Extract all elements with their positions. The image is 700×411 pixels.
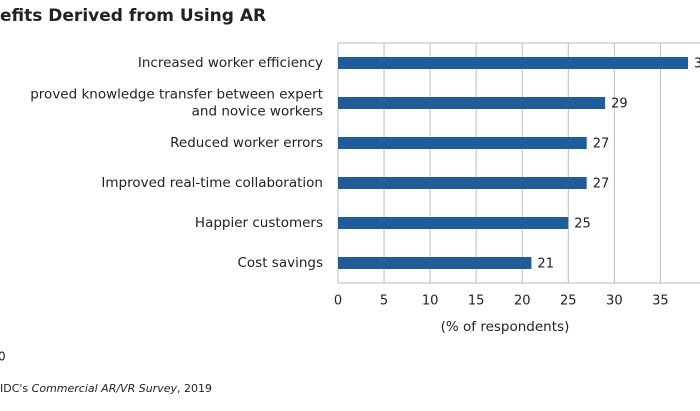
footnote: 0 [0,350,6,364]
x-tick-label: 15 [468,294,485,309]
x-axis-label: (% of respondents) [441,319,570,335]
value-label: 29 [611,97,628,112]
x-tick-label: 0 [334,294,342,309]
bar [338,57,689,69]
x-tick-label: 20 [514,294,531,309]
y-tick-label: Improved real-time collaboration [101,175,323,191]
y-tick-label: proved knowledge transfer between expert [30,87,323,103]
value-label: 21 [537,257,554,272]
x-tick-label: 30 [606,294,623,309]
y-tick-label: Cost savings [237,255,323,271]
plot-frame [337,42,700,284]
value-label: 25 [574,217,591,232]
y-tick-label: and novice workers [192,104,323,120]
source-text: , 2019 [177,382,212,395]
source: IDC's Commercial AR/VR Survey, 2019 [0,382,212,395]
x-tick-label: 35 [652,294,669,309]
y-tick-label: Increased worker efficiency [138,55,323,71]
y-tick-label: Happier customers [195,215,323,231]
bar [338,257,532,269]
chart-title: efits Derived from Using AR [0,6,266,26]
value-label: 27 [593,137,610,152]
bar [338,137,587,149]
x-tick-label: 10 [422,294,439,309]
value-label: 27 [593,177,610,192]
bar [338,217,569,229]
bar [338,177,587,189]
x-tick-label: 5 [380,294,388,309]
source-text: IDC's [0,382,32,395]
source-text: Commercial AR/VR Survey [32,382,178,395]
y-tick-label: Reduced worker errors [170,135,323,151]
bar [338,97,606,109]
value-label: 38 [694,57,700,72]
x-tick-label: 25 [560,294,577,309]
